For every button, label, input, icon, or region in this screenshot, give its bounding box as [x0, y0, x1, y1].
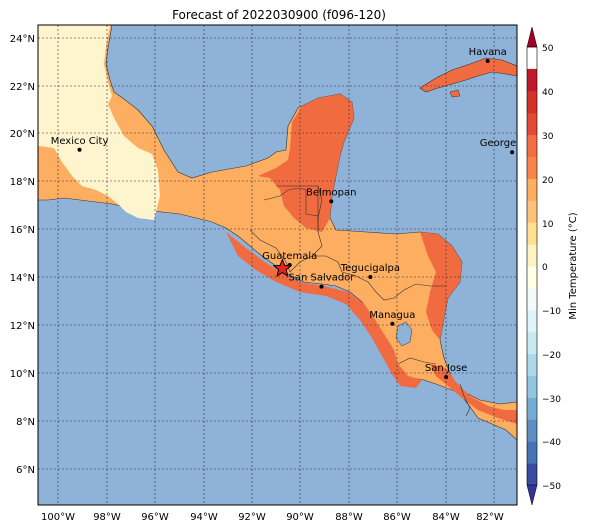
colorbar-segment: [527, 419, 537, 442]
colorbar-segment: [527, 134, 537, 157]
colorbar-tick: −10: [542, 307, 561, 317]
colorbar-ticks: 50 40 30 20 10 0 −10 −20 −30 −40 −50: [542, 44, 561, 492]
lat-label: 18°N: [10, 177, 35, 188]
band-warm-costa-rica: [430, 364, 517, 424]
lon-label: 94°W: [190, 512, 218, 523]
city-dot: [390, 321, 395, 326]
lon-label: 86°W: [383, 512, 411, 523]
colorbar-tick: 40: [542, 88, 554, 98]
colorbar-tick: 0: [542, 263, 548, 273]
city-label: Guatemala: [262, 251, 317, 262]
colorbar-segment: [527, 331, 537, 355]
lon-label: 96°W: [141, 512, 169, 523]
colorbar-tick: −40: [542, 438, 561, 448]
city-dot: [510, 150, 515, 155]
colorbar-extend-high: [526, 26, 538, 48]
lat-label: 24°N: [10, 34, 35, 45]
lat-label: 8°N: [16, 417, 35, 428]
map-frame: [37, 24, 518, 506]
colorbar-segment: [527, 68, 537, 92]
colorbar-tick: −50: [542, 482, 561, 492]
colorbar-segment: [527, 200, 537, 223]
lon-labels: 100°W 98°W 96°W 94°W 92°W 90°W 88°W 86°W…: [41, 512, 504, 523]
colorbar-tick: −20: [542, 351, 561, 361]
lat-label: 14°N: [10, 273, 35, 284]
lon-label: 92°W: [238, 512, 266, 523]
lat-labels: 24°N 22°N 20°N 18°N 16°N 14°N 12°N 10°N …: [10, 34, 35, 476]
map-title: Forecast of 2022030900 (f096-120): [172, 8, 386, 22]
city-dot: [485, 59, 490, 63]
lon-label: 98°W: [93, 512, 121, 523]
city-label: San Jose: [425, 363, 467, 374]
city-dot: [329, 199, 334, 204]
colorbar-segment: [527, 353, 537, 376]
colorbar-segment: [527, 90, 537, 114]
map-area: Havana Mexico City George Town Belmopan Guat…: [38, 25, 545, 505]
colorbar-tick: 30: [542, 132, 554, 142]
lat-label: 10°N: [10, 369, 35, 380]
lat-label: 16°N: [10, 225, 35, 236]
city-dot: [368, 275, 373, 279]
city-label: Belmopan: [306, 187, 356, 198]
colorbar-tick: 20: [542, 176, 554, 186]
gridlines: [38, 25, 517, 505]
city-markers: Havana Mexico City George Town Belmopan Guat…: [51, 47, 545, 380]
city-label: San Salvador: [289, 273, 356, 284]
colorbar-segment: [527, 397, 537, 420]
lake-nicaragua: [395, 321, 413, 347]
colorbar-label: Min Temperature (°C): [568, 212, 579, 319]
colorbar-frame: [526, 46, 538, 486]
lat-label: 12°N: [10, 321, 35, 332]
lon-label: 82°W: [476, 512, 504, 523]
colorbar-tick: −30: [542, 395, 561, 405]
city-dot: [319, 284, 324, 289]
lon-label: 84°W: [432, 512, 460, 523]
lon-label: 100°W: [41, 512, 75, 523]
colorbar-tick: 10: [542, 220, 554, 230]
colorbar-segment: [527, 266, 537, 289]
lat-label: 20°N: [10, 129, 35, 140]
lon-label: 90°W: [286, 512, 314, 523]
city-label: Mexico City: [51, 136, 109, 147]
colorbar-tick: 50: [542, 44, 554, 54]
land-isle-of-youth: [449, 89, 461, 98]
colorbar-segment: [527, 112, 537, 136]
band-warm-yucatan: [258, 94, 354, 232]
colorbar: [526, 26, 538, 506]
colorbar-segment: [527, 309, 537, 333]
colorbar-segment: [527, 463, 537, 486]
colorbar-segment: [527, 178, 537, 201]
band-cool-mexico: [38, 25, 160, 220]
colorbar-segment: [527, 375, 537, 398]
band-warm-pacific: [226, 232, 422, 388]
lat-label: 6°N: [16, 465, 35, 476]
city-label: Tegucigalpa: [340, 263, 400, 274]
city-dot: [77, 147, 82, 152]
city-label: Havana: [469, 47, 507, 58]
colorbar-segment: [527, 441, 537, 464]
lat-label: 22°N: [10, 82, 35, 93]
city-label: Managua: [369, 310, 415, 321]
city-label: George Town: [480, 138, 545, 149]
location-star-icon: [272, 258, 293, 277]
colorbar-segment: [527, 244, 537, 267]
colorbar-segment: [527, 222, 537, 245]
colorbar-segment: [527, 287, 537, 311]
colorbar-segment: [527, 156, 537, 179]
lon-label: 88°W: [335, 512, 363, 523]
country-borders: [249, 185, 471, 417]
colorbar-extend-low: [526, 484, 538, 506]
land-cuba: [419, 57, 517, 93]
city-dot: [444, 375, 449, 380]
